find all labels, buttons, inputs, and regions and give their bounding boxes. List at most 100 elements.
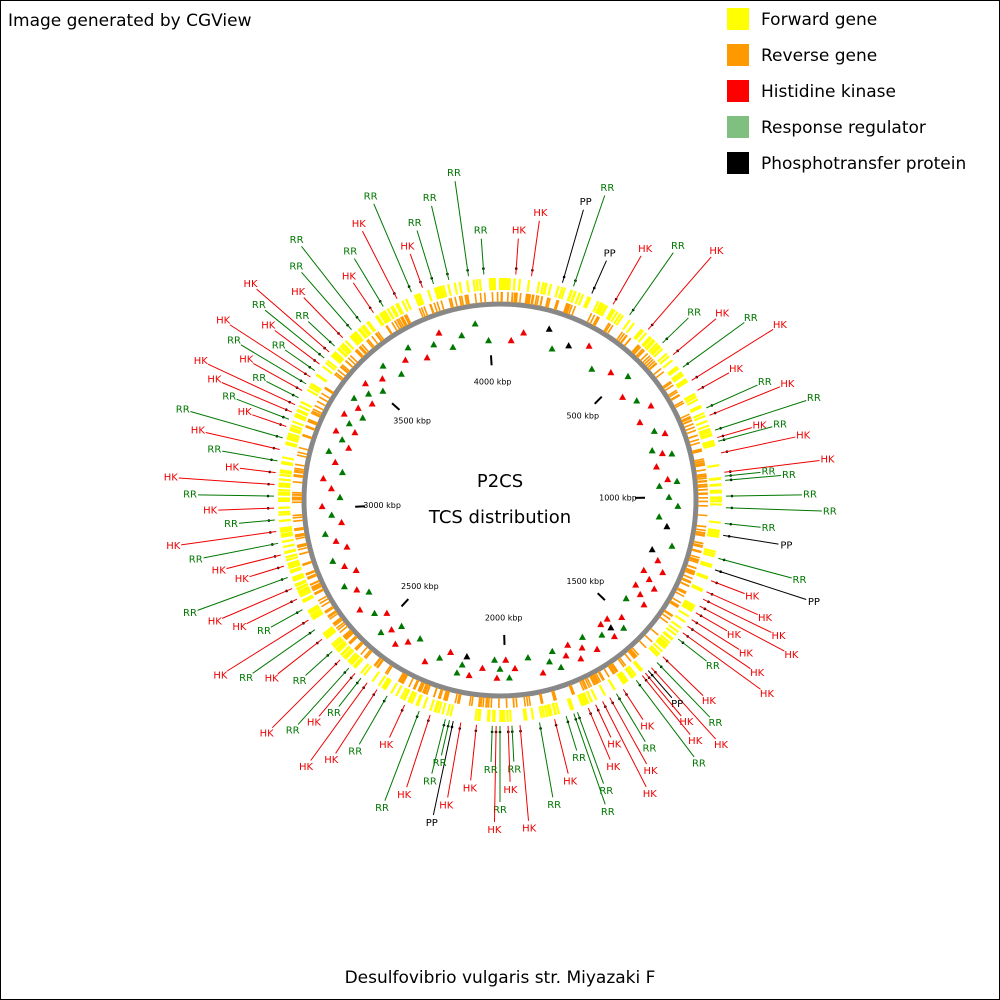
reverse-gene [617,332,626,342]
reverse-gene [695,528,706,532]
feature-marker [557,663,565,671]
reverse-gene [580,680,587,690]
forward-gene [357,328,367,339]
feature-marker [496,665,504,672]
feature-marker [471,320,479,327]
forward-gene [429,699,436,712]
forward-gene [278,488,291,492]
feature-label: RR [290,235,304,246]
feature-leader [616,693,646,742]
forward-gene [337,347,348,358]
reverse-gene [511,292,514,303]
reverse-gene [391,321,398,332]
forward-gene [606,308,615,320]
forward-gene [366,321,376,333]
feature-leader [249,565,285,578]
forward-gene [306,388,319,397]
reverse-gene [367,338,375,348]
forward-gene [350,334,361,345]
feature-label: HK [643,789,658,800]
reverse-gene [592,674,599,685]
feature-label: HK [679,717,694,728]
reverse-gene [299,551,310,556]
feature-label: RR [600,183,614,194]
forward-gene [707,531,720,537]
reverse-gene [313,588,324,595]
forward-gene [439,285,445,299]
feature-label: HK [784,650,799,661]
forward-gene [652,642,663,653]
reverse-gene [311,583,322,590]
feature-leader [270,609,303,628]
forward-gene [538,706,543,719]
forward-gene [287,434,300,441]
reverse-gene [309,579,320,586]
forward-gene [285,553,298,559]
feature-label: HK [216,315,231,326]
reverse-gene [420,307,426,318]
feature-leader [622,689,644,720]
forward-gene [383,309,392,322]
reverse-gene [635,348,644,357]
reverse-gene [664,609,674,617]
reverse-gene [305,570,316,576]
feature-leader [554,719,569,774]
reverse-gene [359,345,368,354]
feature-leader [470,724,477,781]
feature-leader [724,523,761,528]
feature-marker [332,427,340,434]
forward-gene [395,685,403,697]
feature-marker [493,674,501,681]
feature-leader [373,203,412,293]
reverse-gene [691,448,702,453]
reverse-gene [293,470,304,474]
forward-gene [592,300,600,313]
feature-marker [548,647,556,655]
feature-leader [714,569,807,600]
reverse-gene [534,295,538,306]
forward-gene [279,470,292,475]
tick-label: 4000 kbp [474,378,512,387]
forward-gene [278,512,291,516]
reverse-gene [627,650,636,660]
feature-marker [365,390,373,397]
feature-label: HK [820,455,835,466]
feature-label: RR [423,776,437,787]
forward-gene [472,279,477,292]
reverse-gene [688,559,699,564]
feature-leader [612,255,642,305]
feature-label: HK [607,740,622,751]
reverse-gene [523,696,527,707]
forward-gene [287,559,300,566]
reverse-gene [565,303,570,314]
feature-leader [252,629,316,674]
reverse-gene [296,542,307,547]
forward-gene [554,702,561,715]
feature-label: RR [507,765,521,776]
reverse-gene [337,369,347,377]
feature-label: PP [604,248,616,259]
feature-leader [305,651,333,676]
feature-marker [447,648,455,655]
forward-gene [422,696,429,709]
forward-gene [466,280,470,293]
feature-marker [655,482,663,489]
reverse-gene [436,301,441,312]
reverse-gene [294,463,306,467]
reverse-gene [624,653,632,662]
reverse-gene [401,674,408,684]
forward-gene [637,332,648,343]
reverse-gene [632,345,641,354]
forward-gene [331,353,343,363]
feature-label: RR [433,758,447,769]
reverse-gene [528,695,532,706]
forward-gene [641,335,652,347]
reverse-gene [405,313,412,324]
forward-gene [678,609,690,618]
reverse-gene [305,425,316,431]
reverse-gene [570,684,576,695]
reverse-gene [689,556,700,561]
reverse-gene [306,573,317,579]
legend-label: Reverse gene [761,46,877,66]
feature-label: RR [224,519,238,530]
